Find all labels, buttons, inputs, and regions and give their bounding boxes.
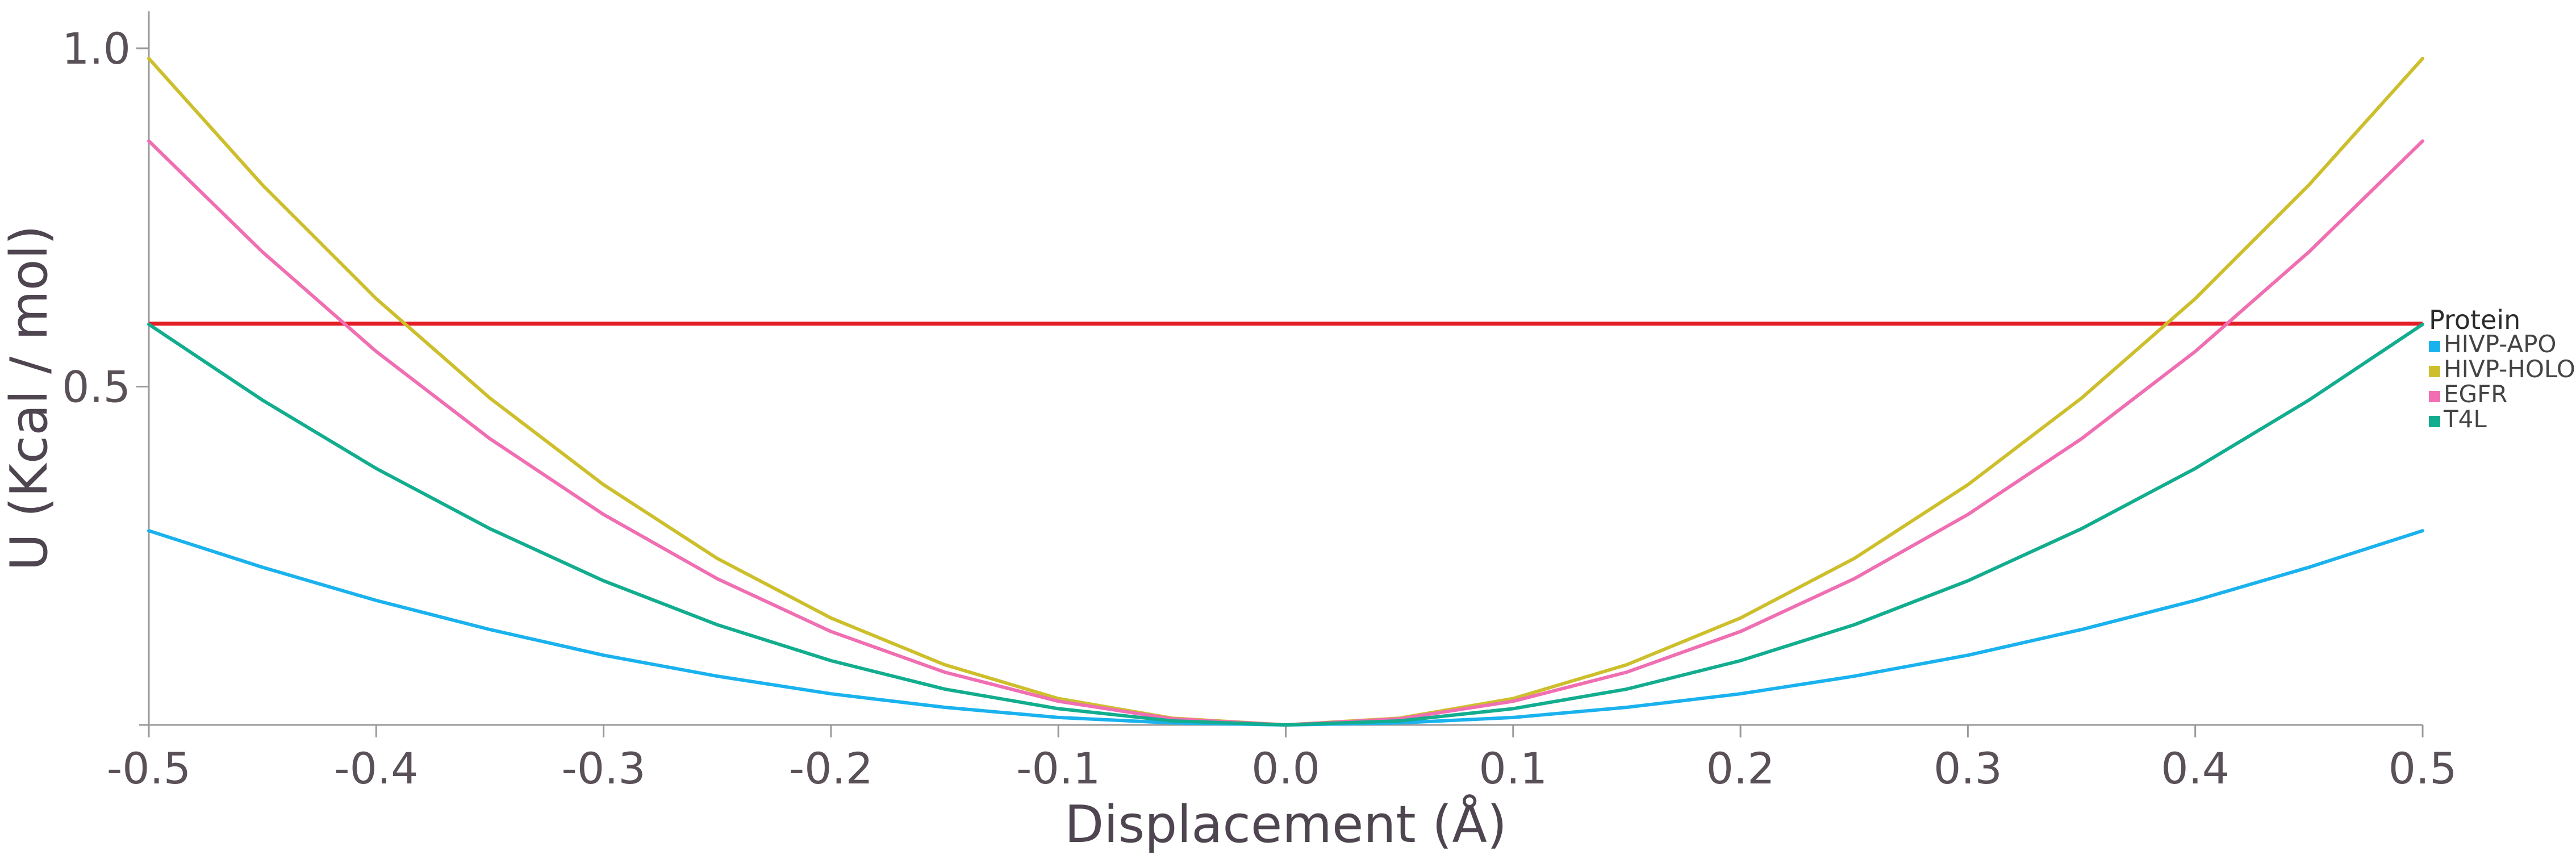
x-tick-label: -0.4 (334, 743, 418, 794)
x-tick-label: -0.3 (561, 743, 645, 794)
x-tick-label: -0.5 (107, 743, 191, 794)
legend-swatch-hivp-holo (2429, 366, 2440, 377)
legend-swatch-t4l (2429, 416, 2440, 427)
x-tick-label: 0.1 (1479, 743, 1547, 794)
series-line-hivp-apo (147, 529, 2424, 727)
x-tick-label: 0.4 (2161, 743, 2230, 794)
legend-swatch-egfr (2429, 391, 2440, 402)
x-tick-label: -0.2 (789, 743, 873, 794)
series-line-t4l (147, 322, 2424, 727)
legend-label-t4l: T4L (2443, 405, 2487, 433)
y-tick-label: 0.5 (62, 362, 131, 412)
legend-title: Protein (2429, 305, 2520, 335)
x-tick-label: 0.5 (2389, 743, 2457, 794)
x-tick-label: 0.2 (1706, 743, 1775, 794)
x-tick-label: -0.1 (1016, 743, 1100, 794)
legend-swatch-hivp-apo (2429, 341, 2440, 352)
tick-labels: -0.5 -0.4 -0.3 -0.2 -0.1 0.0 0.1 0.2 0.3 0.4 0.5 0.… (62, 23, 2457, 794)
y-axis-title: U (Kcal / mol) (0, 225, 59, 571)
legend-label-hivp-apo: HIVP-APO (2444, 330, 2556, 358)
series-line-egfr (147, 139, 2424, 727)
series-layer (147, 56, 2424, 727)
legend-label-hivp-holo: HIVP-HOLO (2444, 355, 2575, 383)
y-tick-label: 1.0 (62, 23, 131, 74)
x-tick-label: 0.0 (1251, 743, 1320, 794)
x-axis-title: Displacement (Å) (1064, 794, 1507, 854)
x-tick-label: 0.3 (1934, 743, 2002, 794)
legend-label-egfr: EGFR (2444, 380, 2507, 408)
series-line-hivp-holo (147, 56, 2424, 727)
